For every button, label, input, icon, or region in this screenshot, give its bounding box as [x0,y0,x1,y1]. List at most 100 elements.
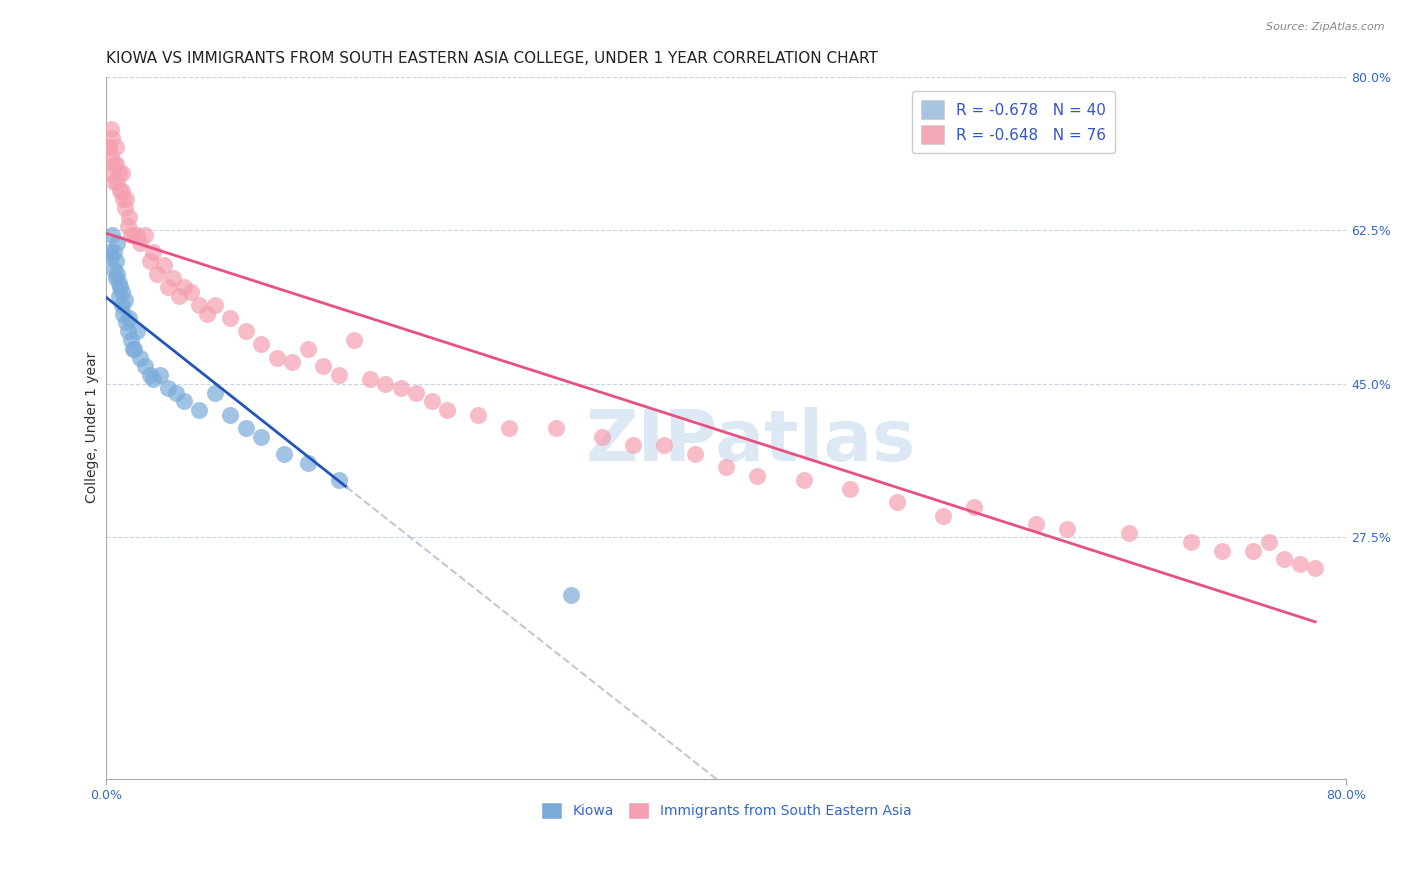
Point [111,166,134,180]
Point [162,271,184,285]
Point [374,376,396,391]
Point [297,456,319,470]
Point [103,157,125,171]
Point [839,482,862,496]
Point [138,254,160,268]
Point [1180,534,1202,549]
Point [111,184,134,198]
Point [328,368,350,382]
Point [114,293,136,308]
Point [118,210,141,224]
Point [1257,534,1279,549]
Point [173,394,195,409]
Point [127,324,149,338]
Point [180,285,202,299]
Point [122,227,145,242]
Point [105,175,128,189]
Point [149,368,172,382]
Point [420,394,443,409]
Point [235,324,257,338]
Point [195,307,218,321]
Point [167,289,190,303]
Point [107,166,129,180]
Point [105,267,128,281]
Point [250,337,273,351]
Point [107,276,129,290]
Point [652,438,675,452]
Point [100,122,122,136]
Point [343,333,366,347]
Point [115,315,138,329]
Point [204,385,226,400]
Point [100,250,122,264]
Point [328,474,350,488]
Point [104,157,127,171]
Point [104,271,127,285]
Point [115,193,138,207]
Point [134,359,156,374]
Point [108,280,131,294]
Point [98,245,121,260]
Point [98,140,121,154]
Y-axis label: College, Under 1 year: College, Under 1 year [86,352,100,503]
Point [188,403,211,417]
Point [117,324,139,338]
Point [101,131,124,145]
Point [297,342,319,356]
Point [112,307,135,321]
Text: Source: ZipAtlas.com: Source: ZipAtlas.com [1267,22,1385,32]
Point [103,245,125,260]
Point [157,381,180,395]
Point [108,184,131,198]
Point [104,254,127,268]
Point [152,258,174,272]
Point [117,219,139,233]
Point [120,333,142,347]
Point [683,447,706,461]
Point [104,140,127,154]
Point [273,447,295,461]
Point [127,227,149,242]
Point [436,403,458,417]
Text: KIOWA VS IMMIGRANTS FROM SOUTH EASTERN ASIA COLLEGE, UNDER 1 YEAR CORRELATION CH: KIOWA VS IMMIGRANTS FROM SOUTH EASTERN A… [107,51,879,66]
Point [157,280,180,294]
Point [405,385,427,400]
Point [467,408,489,422]
Point [112,193,135,207]
Point [1241,543,1264,558]
Point [101,166,124,180]
Point [250,429,273,443]
Text: ZIPatlas: ZIPatlas [586,408,917,476]
Point [389,381,412,395]
Point [103,262,125,277]
Point [101,227,124,242]
Point [1272,552,1295,566]
Point [142,245,165,260]
Point [219,311,242,326]
Point [1211,543,1233,558]
Legend: Kiowa, Immigrants from South Eastern Asia: Kiowa, Immigrants from South Eastern Asi… [536,797,917,824]
Point [266,351,288,365]
Point [97,140,120,154]
Point [1288,557,1310,571]
Point [1303,561,1326,575]
Point [359,372,381,386]
Point [114,201,136,215]
Point [120,227,142,242]
Point [142,372,165,386]
Point [105,236,128,251]
Point [560,588,582,602]
Point [1118,526,1140,541]
Point [544,421,567,435]
Point [129,236,152,251]
Point [963,500,986,514]
Point [165,385,187,400]
Point [932,508,955,523]
Point [281,355,304,369]
Point [146,267,169,281]
Point [188,298,211,312]
Point [122,342,145,356]
Point [173,280,195,294]
Point [118,311,141,326]
Point [204,298,226,312]
